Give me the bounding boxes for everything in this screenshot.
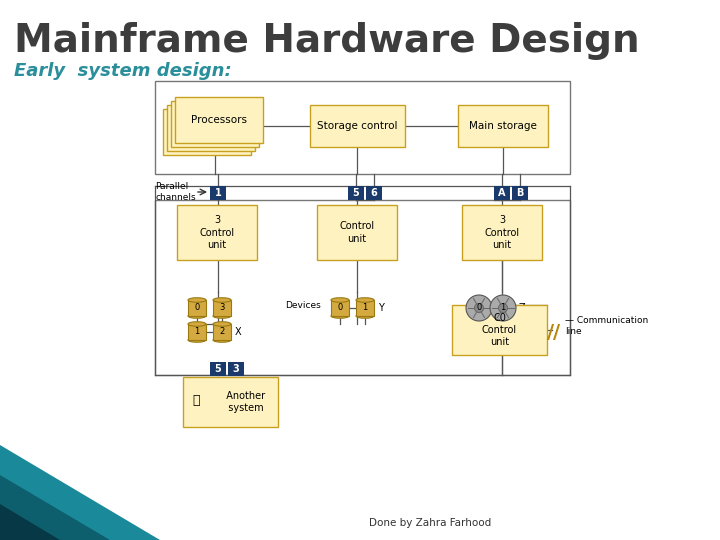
- Text: — Communication
line: — Communication line: [565, 316, 648, 336]
- FancyBboxPatch shape: [163, 109, 251, 155]
- FancyBboxPatch shape: [175, 97, 263, 143]
- Text: Control
unit: Control unit: [339, 221, 374, 244]
- FancyBboxPatch shape: [356, 300, 374, 316]
- Ellipse shape: [188, 314, 206, 318]
- FancyBboxPatch shape: [171, 101, 259, 147]
- FancyBboxPatch shape: [331, 300, 349, 316]
- Text: Z: Z: [519, 303, 526, 313]
- Ellipse shape: [331, 298, 349, 302]
- FancyBboxPatch shape: [155, 200, 570, 375]
- Ellipse shape: [213, 338, 231, 342]
- FancyBboxPatch shape: [177, 205, 257, 260]
- Ellipse shape: [188, 298, 206, 302]
- Text: 0: 0: [477, 303, 482, 313]
- Text: 3
Control
unit: 3 Control unit: [485, 215, 520, 250]
- Ellipse shape: [213, 314, 231, 318]
- Text: 🖥: 🖥: [192, 395, 199, 408]
- FancyBboxPatch shape: [228, 362, 244, 376]
- Text: 1: 1: [194, 327, 199, 336]
- Text: Early  system design:: Early system design:: [14, 62, 232, 80]
- FancyBboxPatch shape: [310, 105, 405, 147]
- Text: 6: 6: [371, 188, 377, 198]
- FancyBboxPatch shape: [317, 205, 397, 260]
- Text: Main storage: Main storage: [469, 121, 537, 131]
- Ellipse shape: [213, 322, 231, 326]
- Ellipse shape: [356, 298, 374, 302]
- Text: 0: 0: [194, 303, 199, 313]
- Text: 1: 1: [362, 303, 368, 313]
- Text: Storage control: Storage control: [318, 121, 397, 131]
- Circle shape: [498, 303, 508, 313]
- FancyBboxPatch shape: [167, 105, 255, 151]
- Text: X: X: [235, 327, 242, 337]
- Text: Mainframe Hardware Design: Mainframe Hardware Design: [14, 22, 639, 60]
- FancyBboxPatch shape: [366, 186, 382, 200]
- Text: /: /: [547, 323, 554, 342]
- Text: Processors: Processors: [191, 115, 247, 125]
- Polygon shape: [0, 504, 60, 540]
- FancyBboxPatch shape: [210, 362, 226, 376]
- Text: Parallel
channels: Parallel channels: [155, 183, 196, 202]
- Text: 1: 1: [215, 188, 221, 198]
- FancyBboxPatch shape: [188, 324, 206, 340]
- FancyBboxPatch shape: [213, 324, 231, 340]
- Text: 2: 2: [220, 327, 225, 336]
- Text: 3
Control
unit: 3 Control unit: [199, 215, 235, 250]
- FancyBboxPatch shape: [348, 186, 364, 200]
- Circle shape: [474, 303, 484, 313]
- Text: /: /: [554, 323, 561, 342]
- FancyBboxPatch shape: [213, 300, 231, 316]
- Text: Y: Y: [378, 303, 384, 313]
- Polygon shape: [0, 475, 110, 540]
- Ellipse shape: [188, 322, 206, 326]
- Text: C0
Control
unit: C0 Control unit: [482, 313, 517, 347]
- Text: 0: 0: [338, 303, 343, 313]
- Ellipse shape: [213, 298, 231, 302]
- Polygon shape: [0, 445, 160, 540]
- Text: Done by Zahra Farhood: Done by Zahra Farhood: [369, 518, 491, 528]
- FancyBboxPatch shape: [183, 377, 278, 427]
- Ellipse shape: [356, 314, 374, 318]
- FancyBboxPatch shape: [458, 105, 548, 147]
- FancyBboxPatch shape: [462, 205, 542, 260]
- Text: 5: 5: [353, 188, 359, 198]
- Ellipse shape: [331, 314, 349, 318]
- Text: Another
          system: Another system: [195, 391, 266, 413]
- FancyBboxPatch shape: [188, 300, 206, 316]
- FancyBboxPatch shape: [494, 186, 510, 200]
- FancyBboxPatch shape: [210, 186, 226, 200]
- Text: A: A: [498, 188, 505, 198]
- Circle shape: [466, 295, 492, 321]
- Circle shape: [490, 295, 516, 321]
- Text: 5: 5: [215, 364, 221, 374]
- FancyBboxPatch shape: [155, 81, 570, 174]
- FancyBboxPatch shape: [452, 305, 547, 355]
- Text: 1: 1: [500, 303, 505, 313]
- FancyBboxPatch shape: [512, 186, 528, 200]
- Text: B: B: [516, 188, 523, 198]
- Text: 3: 3: [233, 364, 239, 374]
- Ellipse shape: [188, 338, 206, 342]
- Text: Devices: Devices: [285, 301, 320, 310]
- Text: 3: 3: [220, 303, 225, 313]
